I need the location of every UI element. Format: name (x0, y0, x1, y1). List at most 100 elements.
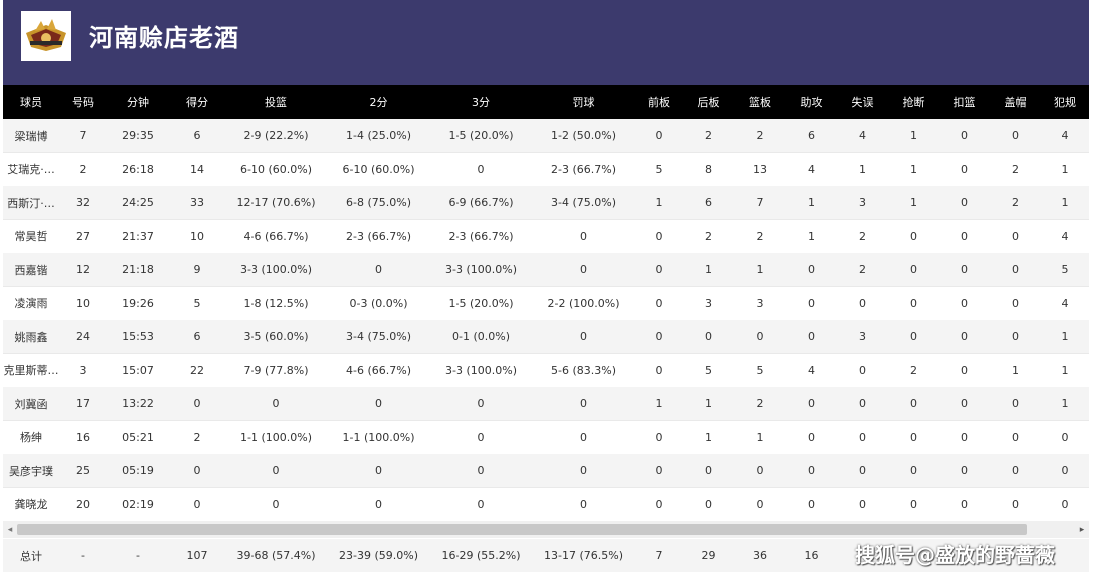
cell-turnovers: 0 (859, 430, 866, 444)
cell-ft: 2-2 (100.0%) (547, 296, 620, 310)
table-row[interactable]: 常昊哲 27 21:37 10 4-6 (66.7%) 2-3 (66.7%) 2-3 (6… (3, 219, 1089, 254)
cell-rebounds: 0 (756, 497, 764, 511)
team-header: 河南赊店老酒 (3, 0, 1089, 85)
scroll-right-icon[interactable]: ▸ (1079, 524, 1085, 535)
cell-two-pt: 3-4 (75.0%) (346, 330, 411, 343)
total-three-pt: 16-29 (55.2%) (441, 549, 521, 562)
cell-assists: 0 (808, 464, 815, 477)
cell-points: 6 (193, 129, 201, 142)
table-row[interactable]: 克里斯蒂… 3 15:07 22 7-9 (77.8%) 4-6 (66.7%) 3-3 (… (3, 353, 1089, 388)
cell-assists: 4 (808, 162, 815, 176)
column-header-dunks: 扣篮 (953, 96, 976, 109)
cell-ft: 0 (580, 229, 587, 243)
scrollbar-thumb[interactable] (17, 524, 1027, 535)
cell-player: 艾瑞克·… (7, 163, 55, 176)
cell-steals: 0 (910, 497, 917, 511)
cell-assists: 4 (808, 363, 815, 377)
cell-fg: 1-1 (100.0%) (240, 430, 312, 444)
total-def-reb: 29 (701, 549, 716, 562)
cell-ft: 0 (580, 497, 587, 511)
cell-points: 33 (190, 196, 204, 209)
cell-assists: 0 (808, 330, 815, 343)
column-header-steals: 抢断 (902, 96, 925, 109)
cell-ft: 0 (580, 397, 587, 410)
table-row[interactable]: 西斯汀·… 32 24:25 33 12-17 (70.6%) 6-8 (75.0%) 6-… (3, 186, 1089, 220)
horizontal-scrollbar[interactable]: ◂ ▸ (3, 521, 1089, 538)
cell-points: 9 (193, 263, 201, 276)
cell-turnovers: 1 (859, 162, 866, 176)
cell-fg: 2-9 (22.2%) (243, 129, 309, 142)
cell-def-reb: 0 (705, 330, 712, 343)
cell-blocks: 0 (1012, 229, 1019, 243)
table-row[interactable]: 姚雨鑫 24 15:53 6 3-5 (60.0%) 3-4 (75.0%) 0-1 (0.… (3, 320, 1089, 354)
cell-points: 0 (193, 497, 201, 511)
cell-rebounds: 3 (756, 296, 764, 310)
cell-fg: 7-9 (77.8%) (243, 363, 309, 377)
cell-number: 32 (76, 196, 90, 209)
cell-three-pt: 0 (477, 162, 485, 176)
cell-two-pt: 1-4 (25.0%) (346, 129, 411, 142)
cell-number: 3 (79, 363, 87, 377)
table-row[interactable]: 梁瑞博 7 29:35 6 2-9 (22.2%) 1-4 (25.0%) 1-5 (20.… (3, 119, 1089, 153)
table-row[interactable]: 西嘉锴 12 21:18 9 3-3 (100.0%) 0 3-3 (100.0%) 0 0 1 1… (3, 253, 1089, 287)
cell-turnovers: 2 (859, 263, 866, 276)
cell-turnovers: 4 (859, 129, 866, 142)
cell-number: 24 (76, 330, 90, 343)
cell-def-reb: 8 (705, 162, 712, 176)
cell-rebounds: 0 (756, 330, 764, 343)
cell-rebounds: 1 (756, 263, 764, 276)
column-header-fg: 投篮 (265, 96, 287, 109)
scroll-left-icon[interactable]: ◂ (7, 524, 13, 535)
cell-blocks: 0 (1012, 129, 1019, 142)
cell-three-pt: 0 (477, 464, 485, 477)
cell-fg: 3-5 (60.0%) (243, 330, 309, 343)
cell-off-reb: 1 (655, 196, 663, 209)
column-header-minutes: 分钟 (127, 96, 149, 109)
cell-three-pt: 2-3 (66.7%) (448, 229, 514, 243)
cell-player: 常昊哲 (14, 230, 48, 243)
cell-points: 6 (193, 330, 201, 343)
cell-number: 27 (76, 229, 90, 243)
table-row[interactable]: 杨绅 16 05:21 2 1-1 (100.0%) 1-1 (100.0%) 0 0 0 1 1 0… (3, 420, 1089, 455)
cell-steals: 0 (910, 330, 917, 343)
cell-fouls: 1 (1061, 363, 1069, 377)
cell-off-reb: 1 (655, 397, 663, 410)
cell-fouls: 5 (1061, 263, 1069, 276)
cell-minutes: 05:19 (122, 464, 154, 477)
cell-rebounds: 7 (756, 196, 764, 209)
cell-off-reb: 0 (655, 263, 663, 276)
cell-blocks: 0 (1012, 330, 1019, 343)
cell-minutes: 21:37 (122, 229, 154, 243)
cell-off-reb: 0 (655, 363, 663, 377)
cell-fouls: 4 (1061, 229, 1069, 243)
column-header-turnovers: 失误 (851, 96, 874, 109)
cell-turnovers: 0 (859, 397, 866, 410)
cell-blocks: 0 (1012, 296, 1019, 310)
table-row[interactable]: 艾瑞克·… 2 26:18 14 6-10 (60.0%) 6-10 (60.0%) 0 2-… (3, 152, 1089, 187)
cell-rebounds: 13 (753, 162, 767, 176)
column-header-ft: 罚球 (572, 96, 595, 109)
cell-player: 西斯汀·… (7, 196, 55, 210)
table-row[interactable]: 刘冀函 17 13:22 0 0 0 0 0 1 1 2 0 0 0 0 0 1 (3, 387, 1089, 421)
cell-steals: 0 (910, 296, 917, 310)
cell-off-reb: 0 (655, 229, 663, 243)
total-two-pt: 23-39 (59.0%) (339, 549, 418, 562)
cell-dunks: 0 (961, 229, 968, 243)
cell-rebounds: 1 (756, 430, 764, 444)
cell-steals: 1 (910, 196, 917, 209)
table-row[interactable]: 吴彦宇璞 25 05:19 0 0 0 0 0 0 0 0 0 0 0 0 0 0 (3, 454, 1089, 488)
cell-minutes: 24:25 (122, 196, 154, 209)
table-row[interactable]: 凌演雨 10 19:26 5 1-8 (12.5%) 0-3 (0.0%) 1-5 (20.… (3, 286, 1089, 321)
cell-fouls: 1 (1061, 397, 1069, 410)
cell-ft: 3-4 (75.0%) (551, 196, 616, 209)
cell-three-pt: 0 (477, 430, 485, 444)
cell-three-pt: 1-5 (20.0%) (448, 129, 514, 142)
total-minutes: - (136, 549, 140, 562)
column-header-assists: 助攻 (800, 96, 823, 109)
total-rebounds: 36 (753, 549, 767, 562)
cell-fouls: 1 (1061, 330, 1069, 343)
table-row[interactable]: 龚晓龙 20 02:19 0 0 0 0 0 0 0 0 0 0 0 0 0 0 (3, 487, 1089, 522)
cell-two-pt: 2-3 (66.7%) (346, 229, 411, 243)
cell-two-pt: 0 (375, 464, 382, 477)
cell-fg: 6-10 (60.0%) (240, 162, 312, 176)
